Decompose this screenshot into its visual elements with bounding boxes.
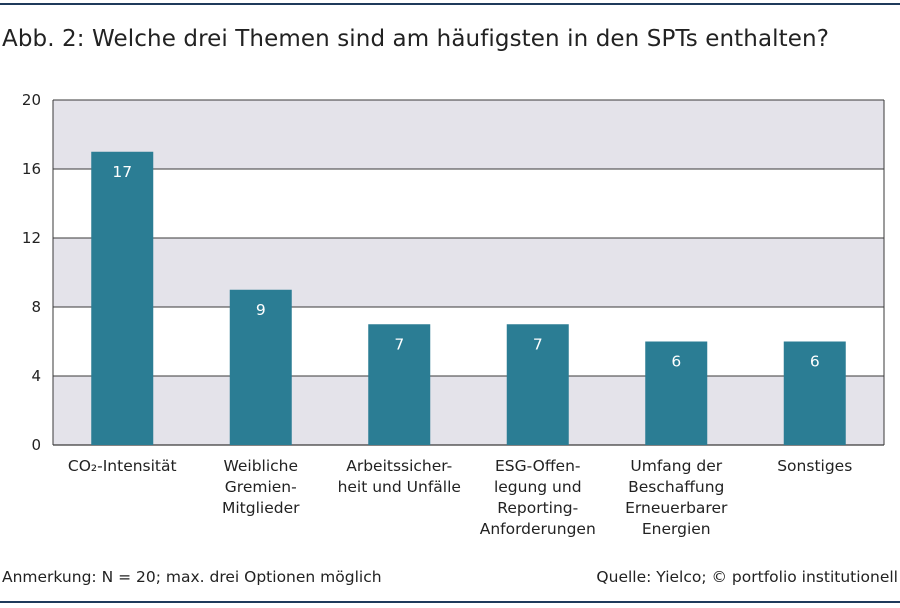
bottom-rule <box>0 601 900 603</box>
data-label: 7 <box>394 335 404 353</box>
data-label: 6 <box>671 353 681 371</box>
background-bands <box>53 100 884 445</box>
x-tick-label: ESG-Offen-legung und Reporting-Anforderun… <box>480 457 596 538</box>
bar <box>783 341 846 445</box>
bar <box>368 324 431 445</box>
bars <box>91 151 846 445</box>
x-tick-label: Sonstiges <box>777 457 852 475</box>
x-tick-label: Arbeitssicher-heit und Unfälle <box>338 457 461 496</box>
y-tick-label: 20 <box>22 91 41 109</box>
y-tick-label: 4 <box>31 367 41 385</box>
source-note: Quelle: Yielco; © portfolio institutione… <box>596 568 898 586</box>
x-tick-label: Weibliche Gremien-Mitglieder <box>222 457 300 517</box>
grid-band-8-12 <box>53 238 884 307</box>
data-label: 7 <box>533 335 543 353</box>
y-tick-label: 12 <box>22 229 41 247</box>
data-label: 9 <box>256 301 266 319</box>
chart-title: Abb. 2: Welche drei Themen sind am häufi… <box>2 26 830 52</box>
bar <box>91 151 154 445</box>
y-axis-ticks: 0 4 8 12 16 20 <box>22 91 41 454</box>
data-label: 17 <box>112 163 132 181</box>
bar <box>506 324 569 445</box>
y-tick-label: 0 <box>31 436 41 454</box>
grid-band-0-4 <box>53 376 884 445</box>
bar <box>229 289 292 445</box>
x-tick-label: Umfang der Beschaffung Erneuerbarer Energie… <box>625 457 728 538</box>
y-tick-label: 16 <box>22 160 41 178</box>
bar <box>645 341 708 445</box>
data-labels: 17 9 7 7 6 6 <box>112 163 819 371</box>
x-tick-label: CO₂-Intensität <box>68 457 177 475</box>
y-tick-label: 8 <box>31 298 41 316</box>
x-axis-labels: CO₂-Intensität Weibliche Gremien-Mitgliede… <box>68 457 852 538</box>
data-label: 6 <box>810 353 820 371</box>
footnote: Anmerkung: N = 20; max. drei Optionen mö… <box>2 568 382 586</box>
top-rule <box>0 3 900 5</box>
grid-band-16-20 <box>53 100 884 169</box>
gridlines <box>52 99 885 446</box>
